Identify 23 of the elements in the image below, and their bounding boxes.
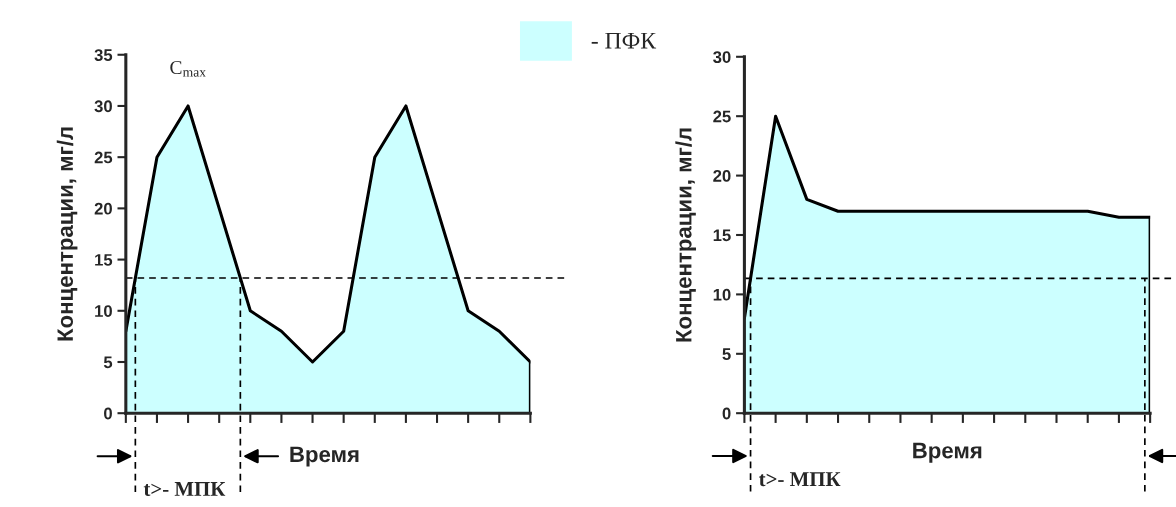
y-tick-label: 15 [713,229,731,242]
y-tick-label: 35 [94,49,113,61]
y-axis-title: Концентрации, мг/л [56,127,78,341]
y-axis-title: Концентрации, мг/л [675,128,697,342]
y-tick-label: 25 [713,110,731,123]
y-tick-label: 10 [713,288,731,301]
y-tick-label: 20 [713,169,731,182]
y-tick-label: 10 [95,305,112,317]
y-tick-label: 30 [713,51,731,64]
y-tick-label: 25 [94,151,113,164]
y-tick-label: 30 [94,100,112,113]
x-axis-title: Время [290,446,359,467]
y-tick-label: 0 [722,407,731,420]
y-tick-label: 15 [95,254,113,266]
y-tick-label: 5 [103,356,113,369]
x-axis-title: Время [913,442,982,463]
y-tick-label: 0 [104,407,112,420]
y-tick-label: 20 [94,202,112,215]
y-tick-label: 5 [722,348,731,360]
legend-label: - ПФК [591,32,657,49]
annotation: C$_{max}$ [170,61,206,77]
text: t>- МПК [759,472,841,487]
text: t>- МПК [143,482,226,496]
